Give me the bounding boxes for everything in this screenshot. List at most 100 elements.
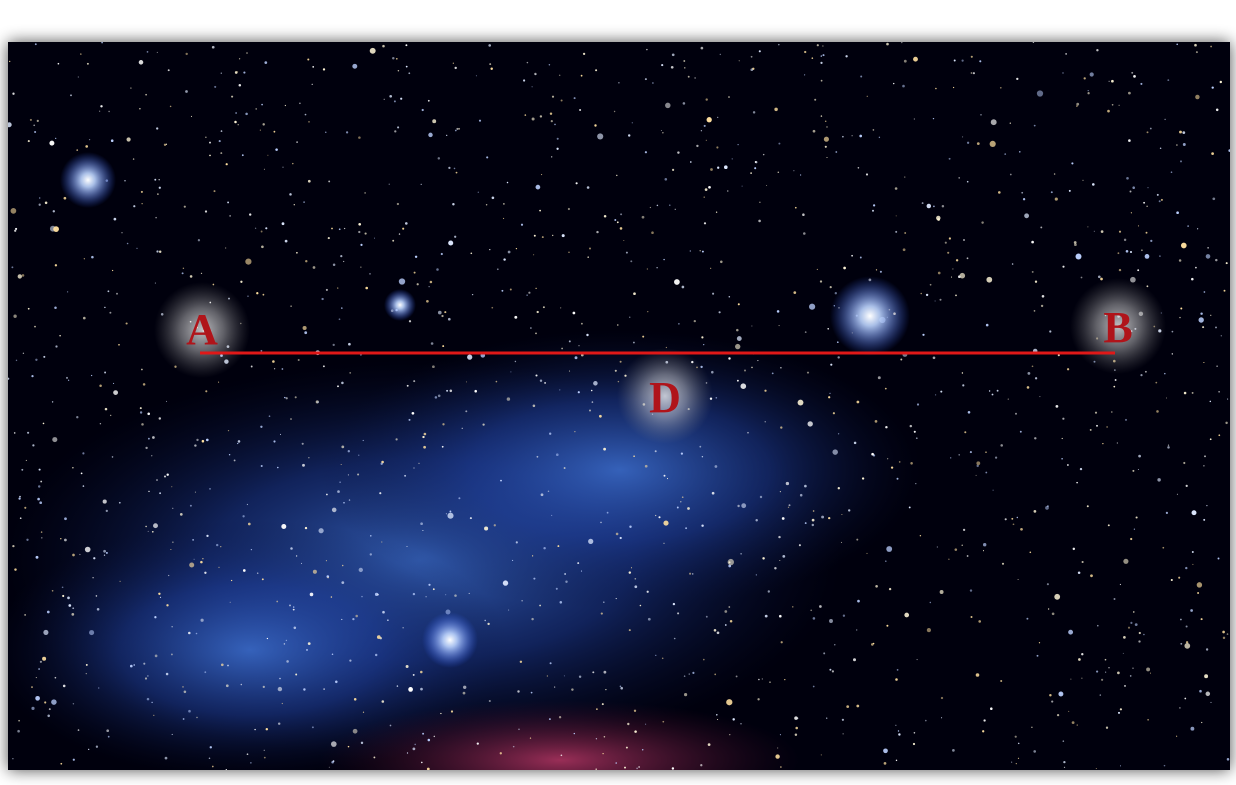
star <box>1211 152 1214 155</box>
star <box>183 690 187 694</box>
star <box>348 499 351 501</box>
star <box>606 511 609 514</box>
star <box>139 411 143 414</box>
star <box>812 685 815 688</box>
star <box>708 185 711 189</box>
star <box>720 260 723 264</box>
star <box>600 612 603 615</box>
star <box>978 620 982 623</box>
star <box>156 250 159 253</box>
star <box>38 203 41 206</box>
star <box>851 254 853 257</box>
star <box>703 124 706 127</box>
star <box>318 528 324 534</box>
star <box>558 716 562 719</box>
star <box>119 580 121 583</box>
star <box>677 151 680 154</box>
star <box>57 62 60 65</box>
star <box>1105 671 1107 673</box>
star <box>1137 468 1139 471</box>
star <box>373 756 376 759</box>
star <box>1107 109 1110 113</box>
star <box>141 368 143 371</box>
star <box>1135 516 1138 519</box>
star <box>413 467 415 469</box>
star <box>589 247 591 250</box>
star <box>1047 608 1050 610</box>
star <box>214 85 217 88</box>
star <box>565 580 568 583</box>
star <box>228 454 231 456</box>
star <box>1129 250 1133 254</box>
star <box>821 515 825 519</box>
star <box>499 752 502 755</box>
star <box>895 759 898 762</box>
star <box>109 311 112 314</box>
star <box>845 55 848 58</box>
star <box>717 116 719 119</box>
star <box>488 44 492 47</box>
star <box>837 487 840 490</box>
star <box>630 567 633 569</box>
star <box>379 492 382 495</box>
star <box>158 186 161 189</box>
star <box>1050 191 1053 194</box>
bright-star <box>830 276 910 356</box>
star <box>1156 193 1159 196</box>
star <box>559 601 563 604</box>
star <box>95 745 99 748</box>
star <box>634 730 637 733</box>
star <box>311 83 313 85</box>
star <box>780 367 782 369</box>
star <box>432 119 437 124</box>
star <box>1017 578 1019 581</box>
star <box>961 372 964 374</box>
star <box>1046 583 1049 586</box>
star <box>240 280 243 283</box>
star <box>414 255 418 259</box>
star <box>71 613 75 616</box>
star <box>1191 510 1197 516</box>
star <box>580 322 583 325</box>
star <box>793 170 795 172</box>
star <box>507 250 511 254</box>
star <box>432 365 435 369</box>
star <box>934 394 937 396</box>
star <box>35 677 37 679</box>
star <box>19 517 22 520</box>
star <box>1210 314 1212 316</box>
star <box>308 121 310 123</box>
star <box>147 530 149 532</box>
star <box>1083 77 1086 80</box>
star <box>1190 609 1193 612</box>
star <box>54 264 58 267</box>
star <box>146 697 150 701</box>
star <box>1049 330 1052 333</box>
star <box>1123 238 1127 242</box>
star <box>478 119 482 122</box>
star <box>646 268 648 270</box>
star <box>200 560 203 564</box>
star <box>455 171 458 174</box>
star <box>1215 326 1217 329</box>
star <box>1076 105 1078 107</box>
star <box>500 479 502 482</box>
star <box>332 263 336 267</box>
star <box>966 180 969 183</box>
star <box>282 166 284 168</box>
star <box>331 227 333 230</box>
star <box>113 390 119 396</box>
star <box>834 292 837 295</box>
star <box>842 614 846 617</box>
star <box>548 718 551 721</box>
star <box>766 185 768 186</box>
star <box>699 249 701 252</box>
star <box>290 418 292 420</box>
star <box>341 445 345 449</box>
star <box>872 129 875 131</box>
star <box>555 587 558 590</box>
star <box>526 61 529 64</box>
star <box>898 733 901 736</box>
star <box>1081 677 1083 679</box>
star <box>658 516 661 519</box>
